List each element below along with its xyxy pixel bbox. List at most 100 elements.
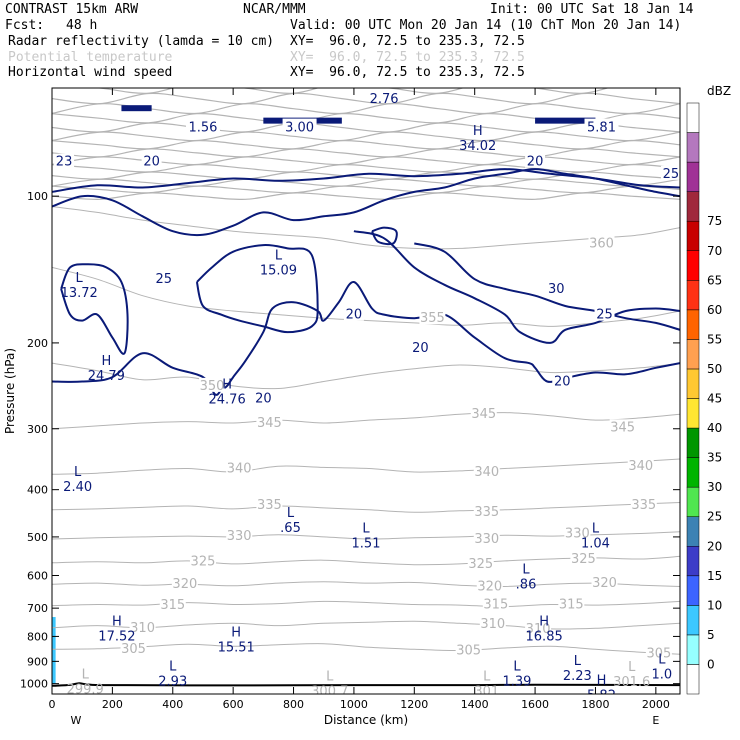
colorbar-bin bbox=[686, 309, 700, 340]
wind-label-bg bbox=[253, 390, 274, 405]
theta-contour-label: 335 bbox=[257, 498, 282, 513]
wind-contour-label: 20 bbox=[412, 341, 429, 356]
wind-extremum-marker: H bbox=[473, 124, 483, 139]
theta-extremum-marker: L bbox=[483, 669, 491, 684]
wind-contour-25 bbox=[52, 168, 680, 193]
wind-extremum-marker: L bbox=[362, 522, 370, 537]
wind-extremum-marker: L bbox=[74, 465, 82, 480]
x-tick-label: 200 bbox=[102, 698, 123, 711]
colorbar-bin bbox=[686, 427, 700, 458]
wind-contour-20 bbox=[371, 226, 398, 246]
wind-max-value: 3.00 bbox=[285, 121, 314, 136]
theta-band-contour bbox=[52, 192, 680, 200]
wind-extremum-value: 5.82 bbox=[587, 689, 616, 704]
colorbar-bin bbox=[686, 368, 700, 399]
theta-extremum-marker: L bbox=[628, 660, 636, 675]
colorbar-bin bbox=[686, 102, 700, 133]
theta-band-contour bbox=[52, 148, 680, 158]
east-direction-label: E bbox=[652, 714, 659, 727]
colorbar-bin bbox=[686, 161, 700, 192]
theta-contour-label: 340 bbox=[474, 465, 499, 480]
theta-contour-label: 320 bbox=[477, 580, 502, 595]
theta-band-contour bbox=[52, 178, 680, 187]
theta-extremum-value: 301.6 bbox=[613, 675, 650, 690]
wind-label-bg bbox=[546, 280, 567, 295]
wind-label-bg bbox=[153, 271, 174, 286]
wind-extremum-marker: L bbox=[287, 506, 295, 521]
wind-extremum-value: 2.23 bbox=[563, 669, 592, 684]
theta-label-bg bbox=[120, 640, 147, 655]
theta-band-contour bbox=[52, 92, 680, 105]
theta-label-bg bbox=[419, 310, 446, 325]
theta-contour-label: 315 bbox=[483, 597, 508, 612]
wind-max-value: 5.81 bbox=[587, 121, 616, 136]
wind-extremum-marker: L bbox=[574, 654, 582, 669]
theta-label-bg bbox=[630, 496, 657, 511]
colorbar-tick-label: 50 bbox=[707, 362, 722, 376]
field-xy-reflectivity: XY= 96.0, 72.5 to 235.3, 72.5 bbox=[290, 34, 525, 49]
x-tick-label: 0 bbox=[49, 698, 56, 711]
forecast-label: Fcst: bbox=[5, 18, 45, 33]
x-tick-label: 2000 bbox=[642, 698, 670, 711]
wind-extremum-marker: L bbox=[513, 660, 521, 675]
wind-extremum-marker: L bbox=[169, 660, 177, 675]
west-direction-label: W bbox=[71, 714, 82, 727]
theta-contour-label: 330 bbox=[227, 529, 252, 544]
colorbar-bin bbox=[686, 398, 700, 429]
x-tick-label: 1800 bbox=[581, 698, 609, 711]
wind-contour-label: 30 bbox=[548, 282, 565, 297]
theta-extremum-marker: L bbox=[82, 667, 90, 682]
colorbar-bin bbox=[686, 516, 700, 547]
colorbar-bin bbox=[686, 575, 700, 606]
field-xy-theta: XY= 96.0, 72.5 to 235.3, 72.5 bbox=[290, 50, 525, 65]
colorbar-tick-label: 40 bbox=[707, 421, 722, 435]
wind-extremum-value: 1.04 bbox=[581, 537, 610, 552]
wind-contour-label: 20 bbox=[527, 155, 544, 170]
colorbar-bin bbox=[686, 546, 700, 577]
wind-label-bg bbox=[54, 153, 75, 168]
x-tick-label: 1000 bbox=[340, 698, 368, 711]
theta-label-bg bbox=[558, 596, 585, 611]
theta-contour-label: 330 bbox=[474, 532, 499, 547]
wind-extremum-value: .65 bbox=[280, 521, 301, 536]
colorbar-bin bbox=[686, 132, 700, 163]
plot-frame bbox=[51, 87, 681, 695]
org-label: NCAR/MMM bbox=[243, 2, 306, 17]
wind-extremum-value: 24.79 bbox=[88, 369, 125, 384]
wind-label-bg bbox=[343, 306, 364, 321]
wind-contour-label: 25 bbox=[596, 308, 613, 323]
theta-label-bg bbox=[479, 616, 506, 631]
jet-core-label-bg bbox=[584, 118, 619, 134]
wind-extremum-value: 16.85 bbox=[526, 630, 563, 645]
jet-core-band bbox=[121, 105, 152, 112]
theta-contour-label: 305 bbox=[646, 647, 671, 662]
theta-label-bg bbox=[256, 415, 283, 430]
theta-extremum-value: 299.9 bbox=[67, 682, 104, 697]
y-tick-label: 300 bbox=[27, 423, 48, 436]
wind-contour-label: 20 bbox=[554, 375, 571, 390]
theta-contour-305 bbox=[52, 643, 680, 655]
colorbar-tick-label: 0 bbox=[707, 657, 715, 671]
wind-extremum-marker: H bbox=[539, 615, 549, 630]
colorbar-bin bbox=[686, 191, 700, 222]
wind-extremum-value: 1.0 bbox=[652, 668, 673, 683]
wind-contour-label: 20 bbox=[255, 391, 272, 406]
colorbar-bin bbox=[686, 664, 700, 695]
colorbar-bin bbox=[686, 605, 700, 636]
colorbar-tick-label: 35 bbox=[707, 451, 722, 465]
colorbar-tick-label: 25 bbox=[707, 510, 722, 524]
wind-label-bg bbox=[660, 165, 680, 180]
wind-contour-label: 20 bbox=[143, 155, 160, 170]
theta-contour-label: 330 bbox=[565, 526, 590, 541]
jet-core-band bbox=[535, 117, 596, 124]
theta-contour-label: 305 bbox=[121, 642, 146, 657]
theta-label-bg bbox=[564, 525, 591, 540]
wind-extremum-value: 2.40 bbox=[63, 480, 92, 495]
theta-contour-label: 335 bbox=[631, 498, 656, 513]
theta-label-bg bbox=[570, 551, 597, 566]
y-tick-label: 800 bbox=[27, 630, 48, 643]
colorbar-bin bbox=[686, 457, 700, 488]
theta-contour-label: 355 bbox=[420, 311, 445, 326]
y-tick-label: 1000 bbox=[20, 678, 48, 691]
theta-label-bg bbox=[473, 464, 500, 479]
